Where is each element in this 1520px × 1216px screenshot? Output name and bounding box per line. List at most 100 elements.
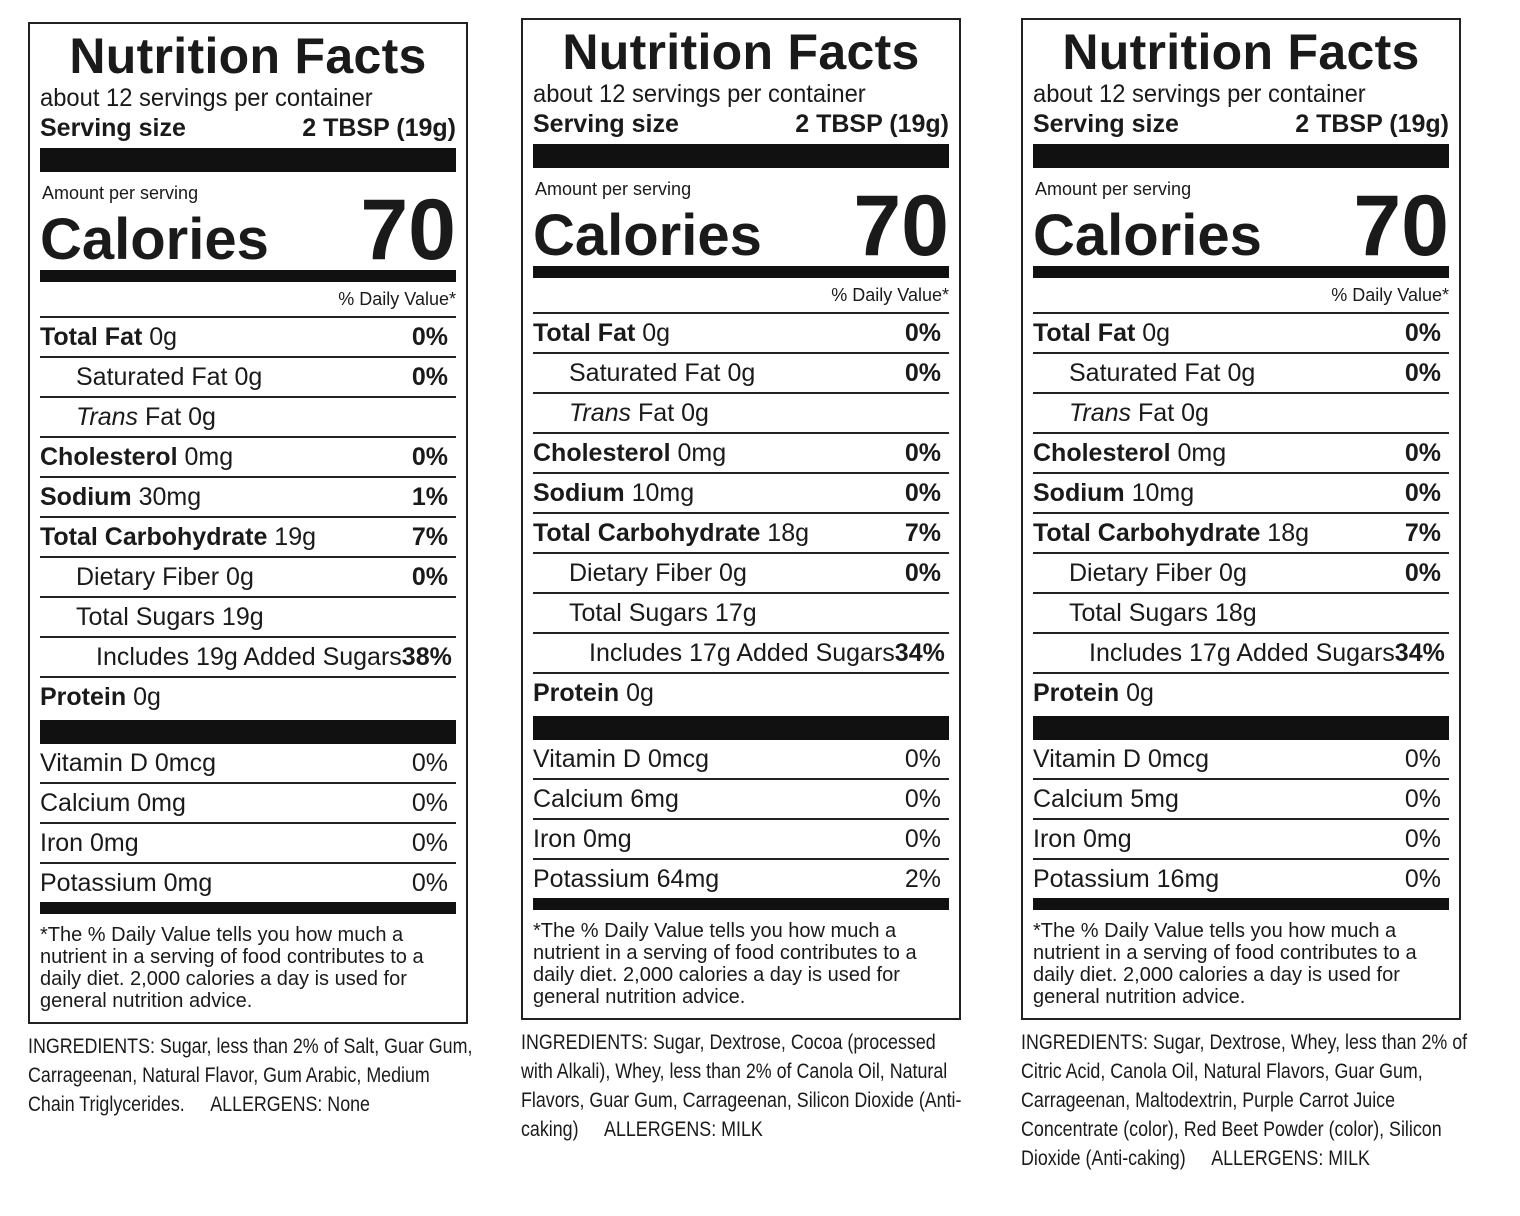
nutrient-dv: 0%: [1404, 558, 1441, 587]
vitamin-name: Iron 0mg: [40, 828, 139, 857]
nutrient-amount: Fat 0g: [638, 398, 709, 427]
nutrient-dv: 0%: [904, 558, 941, 587]
nutrient-amount: 0mg: [1177, 438, 1227, 467]
vitamin-name: Vitamin D 0mcg: [533, 744, 709, 773]
nutrient-row: Total Carbohydrate 18g 7%: [533, 514, 949, 554]
nutrient-amount: 0g: [1219, 558, 1247, 587]
nutrient-amount: 18g: [1214, 598, 1257, 627]
nutrient-label: Total Carbohydrate: [40, 522, 268, 551]
serving-size-label: Serving size: [1033, 110, 1179, 138]
vitamin-name: Calcium 0mg: [40, 788, 186, 817]
nutrient: Saturated Fat 0g: [1069, 359, 1255, 388]
calories-row: Calories 70: [40, 187, 456, 273]
nutrient-dv: 0%: [904, 358, 941, 387]
serving-size: 2 TBSP (19g): [795, 110, 949, 138]
nutrient: Total Fat 0g: [533, 319, 670, 348]
nutrient-dv: 7%: [904, 518, 941, 547]
nutrient-label: Total Sugars: [569, 598, 708, 627]
nutrient-amount: 0g: [1227, 358, 1256, 387]
nutrition-panel: Nutrition Facts about 12 servings per con…: [521, 18, 961, 1020]
nutrient-label: Includes 17g Added Sugars: [1089, 638, 1395, 667]
thick-bar: [40, 148, 456, 172]
dv-header: % Daily Value*: [40, 282, 456, 318]
allergens: ALLERGENS: MILK: [604, 1118, 763, 1141]
nutrient: Includes 17g Added Sugars: [589, 639, 895, 668]
nutrient-label: Cholesterol: [40, 442, 178, 471]
medium-bar: [40, 270, 456, 282]
calories-value: 70: [1353, 178, 1449, 274]
footnote: *The % Daily Value tells you how much a …: [533, 920, 917, 1008]
vitamin-row: Iron 0mg 0%: [40, 824, 456, 864]
servings: about 12 servings per container: [40, 84, 373, 112]
vitamin-dv: 0%: [1404, 864, 1441, 893]
panel-title: Nutrition Facts: [1062, 24, 1420, 80]
nutrient-label: Cholesterol: [533, 438, 671, 467]
medium-bar: [533, 266, 949, 278]
nutrient-label: Saturated Fat: [1069, 358, 1221, 387]
vitamin-name: Vitamin D 0mcg: [40, 748, 216, 777]
vitamin-row: Potassium 64mg 2%: [533, 860, 949, 898]
nutrient: Cholesterol 0mg: [533, 439, 726, 468]
nutrient-label: Trans: [569, 398, 632, 427]
nutrient-label: Dietary Fiber: [1069, 558, 1213, 587]
nutrient: Includes 17g Added Sugars: [1089, 639, 1395, 668]
nutrient: Trans Fat 0g: [569, 399, 709, 428]
serving-size: 2 TBSP (19g): [1295, 110, 1449, 138]
nutrient-row: Trans Fat 0g: [533, 394, 949, 434]
calories-row: Calories 70: [533, 183, 949, 269]
nutrient-label: Saturated Fat: [76, 362, 228, 391]
serving-size: 2 TBSP (19g): [302, 114, 456, 142]
vitamin-name: Iron 0mg: [1033, 824, 1132, 853]
nutrient-amount: 19g: [274, 522, 317, 551]
nutrient-amount: 30mg: [138, 482, 202, 511]
nutrient: Total Sugars 19g: [76, 603, 264, 632]
nutrient-row: Trans Fat 0g: [1033, 394, 1449, 434]
vitamin-row: Potassium 0mg 0%: [40, 864, 456, 902]
vitamin-name: Calcium 5mg: [1033, 784, 1179, 813]
nutrient-dv: 1%: [411, 482, 448, 511]
nutrient-dv: 0%: [411, 562, 448, 591]
nutrient-row: Dietary Fiber 0g 0%: [1033, 554, 1449, 594]
nutrient-row: Cholesterol 0mg 0%: [1033, 434, 1449, 474]
vitamin-row: Calcium 0mg 0%: [40, 784, 456, 824]
nutrient-label: Includes 19g Added Sugars: [96, 642, 402, 671]
nutrient-dv: 34%: [894, 638, 945, 667]
nutrient-label: Dietary Fiber: [76, 562, 220, 591]
vitamin-dv: 0%: [411, 868, 448, 897]
nutrient-label: Total Fat: [1033, 318, 1136, 347]
nutrient-dv: 7%: [411, 522, 448, 551]
nutrient-amount: 0g: [133, 682, 161, 711]
nutrient: Saturated Fat 0g: [76, 363, 262, 392]
vitamin-dv: 0%: [1404, 744, 1441, 773]
panel-title: Nutrition Facts: [562, 24, 920, 80]
vitamin-name: Potassium 16mg: [1033, 864, 1220, 893]
medium-bar: [40, 902, 456, 914]
calories-row: Calories 70: [1033, 183, 1449, 269]
ingredients-block: INGREDIENTS: Sugar, less than 2% of Salt…: [28, 1032, 479, 1119]
vitamin-dv: 0%: [411, 828, 448, 857]
nutrient-row: Cholesterol 0mg 0%: [40, 438, 456, 478]
nutrient-amount: Fat 0g: [1138, 398, 1209, 427]
nutrient-amount: 0mg: [184, 442, 234, 471]
nutrient-amount: 19g: [221, 602, 264, 631]
vitamin-dv: 0%: [411, 748, 448, 777]
nutrient-dv: 0%: [411, 362, 448, 391]
vitamin-name: Potassium 0mg: [40, 868, 213, 897]
nutrient-dv: 38%: [401, 642, 452, 671]
serving-size-label: Serving size: [40, 114, 186, 142]
nutrient-row: Total Carbohydrate 18g 7%: [1033, 514, 1449, 554]
nutrient-row: Sodium 10mg 0%: [533, 474, 949, 514]
nutrient-amount: 0g: [1126, 678, 1154, 707]
nutrient-label: Cholesterol: [1033, 438, 1171, 467]
nutrient-label: Dietary Fiber: [569, 558, 713, 587]
calories-label: Calories: [1033, 203, 1262, 268]
vitamin-dv: 0%: [1404, 784, 1441, 813]
nutrient: Total Carbohydrate 18g: [533, 519, 809, 548]
nutrient: Dietary Fiber 0g: [569, 559, 747, 588]
medium-bar: [1033, 266, 1449, 278]
vitamin-dv: 0%: [904, 784, 941, 813]
nutrition-panel: Nutrition Facts about 12 servings per con…: [28, 22, 468, 1024]
nutrient-amount: 10mg: [1131, 478, 1195, 507]
nutrient-row: Total Sugars 19g: [40, 598, 456, 638]
